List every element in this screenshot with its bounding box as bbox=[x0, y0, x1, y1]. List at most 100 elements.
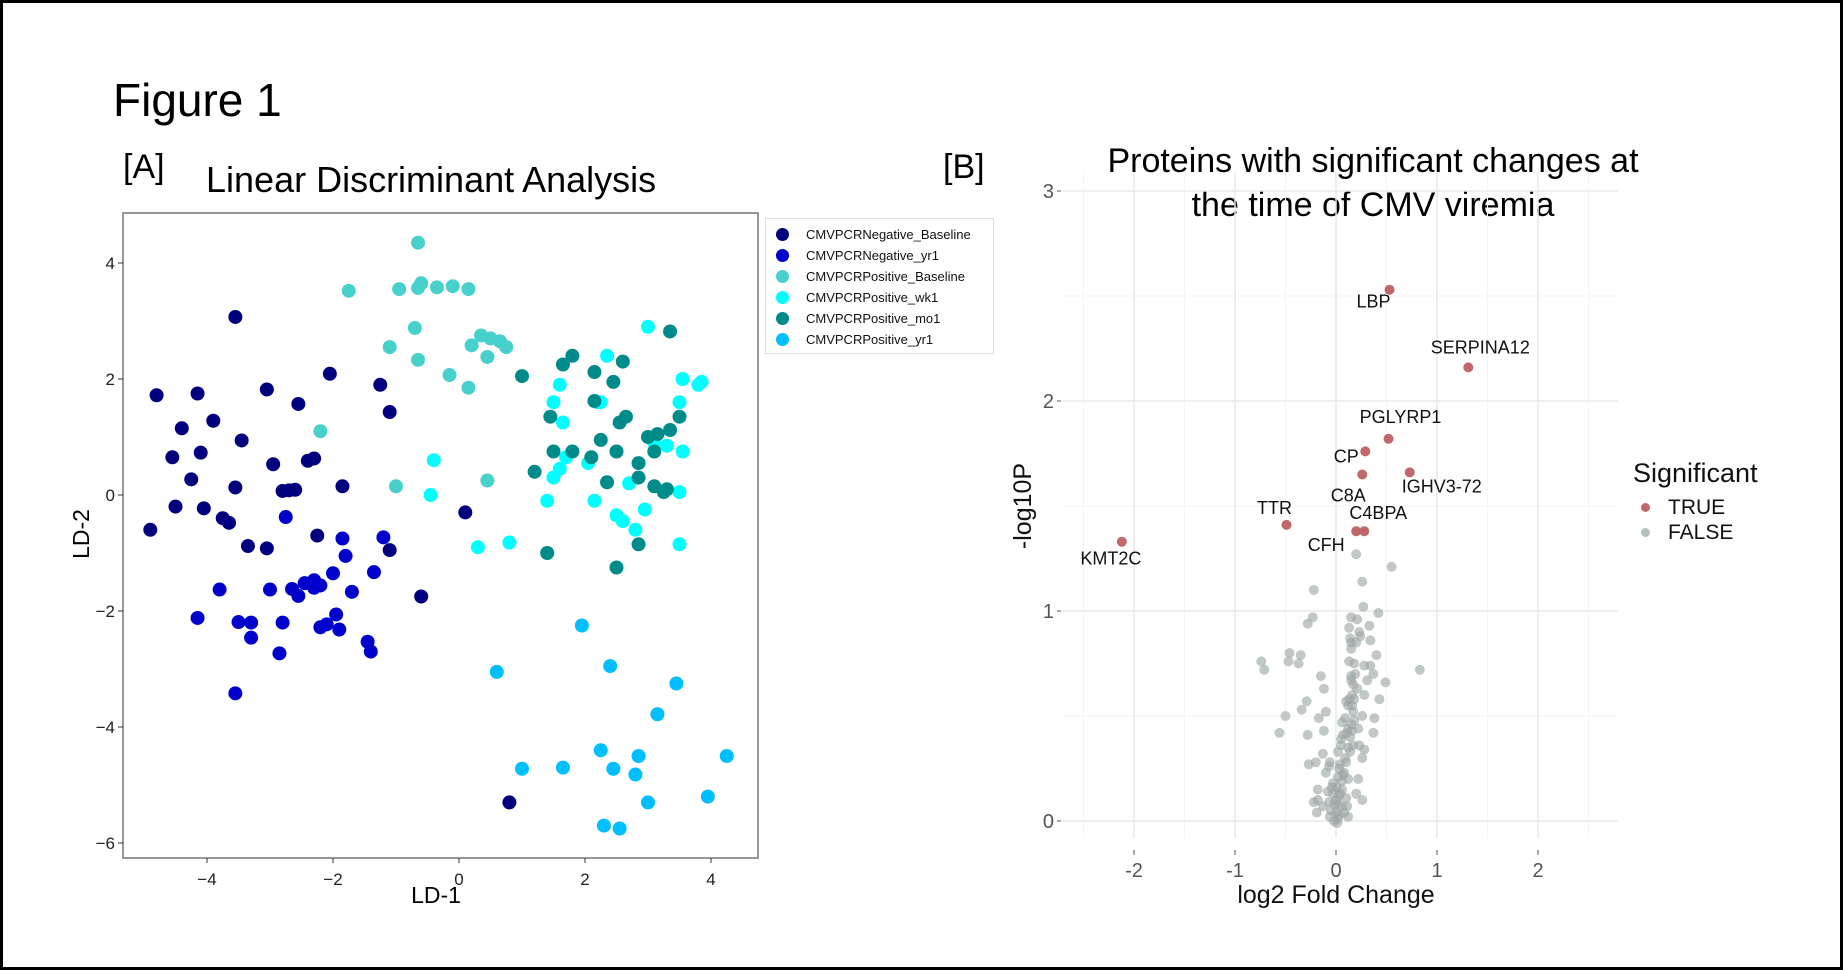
volcano-point-significant bbox=[1463, 362, 1474, 373]
volcano-point-nonsignificant bbox=[1326, 782, 1337, 793]
lda-point-CMVPCRPositive_wk1 bbox=[552, 377, 567, 392]
volcano-point-nonsignificant bbox=[1359, 690, 1370, 700]
lda-x-tick-label: −4 bbox=[197, 870, 216, 889]
lda-point-CMVPCRNegative_Baseline bbox=[373, 377, 388, 392]
lda-point-CMVPCRPositive_wk1 bbox=[546, 470, 561, 485]
lda-y-tick-label: 0 bbox=[106, 486, 115, 505]
panel-b-label: [B] bbox=[943, 148, 985, 186]
lda-point-CMVPCRNegative_yr1 bbox=[190, 610, 205, 625]
lda-point-CMVPCRNegative_Baseline bbox=[228, 480, 243, 495]
lda-point-CMVPCRPositive_Baseline bbox=[464, 338, 479, 353]
volcano-point-label: TTR bbox=[1257, 498, 1292, 518]
lda-point-CMVPCRPositive_wk1 bbox=[675, 372, 690, 386]
legend-swatch-icon bbox=[1641, 528, 1650, 537]
volcano-point-nonsignificant bbox=[1333, 746, 1344, 757]
lda-point-CMVPCRPositive_wk1 bbox=[672, 537, 687, 552]
volcano-y-tick-label: 0 bbox=[1043, 811, 1054, 833]
lda-point-CMVPCRPositive_Baseline bbox=[480, 349, 495, 364]
lda-point-CMVPCRPositive_mo1 bbox=[593, 432, 608, 447]
volcano-point-nonsignificant bbox=[1295, 650, 1306, 661]
lda-point-CMVPCRPositive_mo1 bbox=[543, 409, 558, 424]
lda-point-CMVPCRPositive_yr1 bbox=[669, 676, 684, 691]
lda-point-CMVPCRPositive_yr1 bbox=[593, 743, 608, 758]
volcano-point-significant bbox=[1384, 284, 1395, 295]
lda-point-CMVPCRPositive_Baseline bbox=[382, 340, 397, 355]
lda-chart-title: Linear Discriminant Analysis bbox=[206, 159, 657, 200]
lda-point-CMVPCRPositive_yr1 bbox=[612, 821, 627, 836]
volcano-point-nonsignificant bbox=[1351, 549, 1362, 560]
volcano-point-significant bbox=[1357, 469, 1368, 480]
lda-point-CMVPCRNegative_yr1 bbox=[291, 588, 306, 603]
lda-point-CMVPCRPositive_mo1 bbox=[565, 444, 580, 459]
lda-point-CMVPCRPositive_yr1 bbox=[631, 749, 646, 763]
legend-label: CMVPCRPositive_yr1 bbox=[806, 332, 934, 347]
volcano-point-nonsignificant bbox=[1374, 694, 1385, 705]
lda-point-CMVPCRNegative_yr1 bbox=[344, 584, 359, 599]
lda-point-CMVPCRPositive_yr1 bbox=[606, 761, 621, 776]
volcano-point-nonsignificant bbox=[1317, 748, 1328, 759]
lda-point-CMVPCRPositive_wk1 bbox=[423, 488, 438, 502]
lda-point-CMVPCRNegative_yr1 bbox=[244, 630, 259, 645]
lda-point-CMVPCRPositive_mo1 bbox=[631, 537, 646, 552]
lda-point-CMVPCRPositive_Baseline bbox=[480, 473, 495, 488]
lda-point-CMVPCRPositive_Baseline bbox=[461, 380, 476, 395]
volcano-point-nonsignificant bbox=[1334, 790, 1345, 801]
lda-point-CMVPCRPositive_Baseline bbox=[392, 282, 407, 297]
lda-point-CMVPCRNegative_yr1 bbox=[275, 615, 290, 630]
volcano-point-nonsignificant bbox=[1358, 601, 1369, 612]
volcano-point-significant bbox=[1360, 446, 1371, 457]
legend-label: CMVPCRNegative_yr1 bbox=[806, 248, 939, 263]
lda-point-CMVPCRPositive_mo1 bbox=[663, 324, 678, 339]
lda-point-CMVPCRPositive_Baseline bbox=[499, 340, 514, 355]
volcano-x-tick-label: 2 bbox=[1532, 860, 1543, 882]
volcano-point-nonsignificant bbox=[1368, 727, 1379, 738]
lda-point-CMVPCRPositive_wk1 bbox=[555, 415, 570, 430]
lda-point-CMVPCRPositive_Baseline bbox=[341, 283, 356, 298]
lda-point-CMVPCRPositive_mo1 bbox=[647, 444, 662, 459]
legend-label: CMVPCRPositive_wk1 bbox=[806, 290, 939, 305]
volcano-point-nonsignificant bbox=[1343, 811, 1354, 822]
lda-point-CMVPCRPositive_wk1 bbox=[502, 535, 517, 550]
volcano-point-label: IGHV3-72 bbox=[1402, 476, 1482, 496]
volcano-point-nonsignificant bbox=[1293, 658, 1304, 669]
volcano-point-nonsignificant bbox=[1302, 618, 1313, 629]
volcano-point-nonsignificant bbox=[1368, 669, 1379, 679]
lda-point-CMVPCRPositive_wk1 bbox=[628, 522, 643, 537]
legend-label: CMVPCRNegative_Baseline bbox=[806, 227, 971, 242]
lda-point-CMVPCRPositive_mo1 bbox=[609, 560, 624, 575]
lda-point-CMVPCRPositive_yr1 bbox=[555, 760, 570, 775]
lda-point-CMVPCRPositive_mo1 bbox=[659, 482, 674, 497]
volcano-point-nonsignificant bbox=[1343, 742, 1354, 753]
lda-point-CMVPCRPositive_Baseline bbox=[442, 367, 457, 382]
lda-point-CMVPCRPositive_Baseline bbox=[414, 276, 429, 291]
lda-point-CMVPCRNegative_Baseline bbox=[143, 522, 158, 537]
volcano-point-nonsignificant bbox=[1414, 664, 1425, 675]
lda-point-CMVPCRPositive_mo1 bbox=[546, 444, 561, 459]
volcano-point-nonsignificant bbox=[1312, 784, 1323, 795]
volcano-point-nonsignificant bbox=[1357, 753, 1368, 763]
figure-title: Figure 1 bbox=[113, 74, 282, 126]
volcano-point-label: C8A bbox=[1331, 486, 1366, 506]
legend-swatch-icon bbox=[776, 312, 789, 325]
volcano-point-nonsignificant bbox=[1353, 774, 1364, 784]
lda-point-CMVPCRNegative_Baseline bbox=[291, 396, 306, 411]
lda-point-CMVPCRNegative_yr1 bbox=[332, 622, 347, 637]
legend-swatch-icon bbox=[776, 333, 789, 346]
lda-point-CMVPCRNegative_Baseline bbox=[414, 589, 429, 604]
lda-point-CMVPCRNegative_yr1 bbox=[338, 548, 353, 563]
volcano-y-tick-label: 3 bbox=[1043, 181, 1054, 203]
volcano-point-nonsignificant bbox=[1369, 713, 1380, 724]
lda-point-CMVPCRNegative_yr1 bbox=[272, 646, 287, 661]
lda-point-CMVPCRNegative_Baseline bbox=[190, 386, 205, 401]
volcano-point-nonsignificant bbox=[1296, 704, 1307, 715]
lda-scatter-chart: −4 −2 0 2 4 4 2 0 −2 −4 −6 LD-1 LD-2 bbox=[68, 212, 759, 908]
lda-point-CMVPCRNegative_Baseline bbox=[240, 539, 255, 554]
legend-item: CMVPCRNegative_yr1 bbox=[776, 245, 939, 266]
lda-x-tick-label: 2 bbox=[580, 870, 589, 889]
volcano-legend: Significant TRUE FALSE bbox=[1633, 458, 1758, 545]
lda-point-CMVPCRNegative_yr1 bbox=[335, 531, 350, 546]
volcano-point-significant bbox=[1359, 526, 1370, 537]
lda-point-CMVPCRPositive_mo1 bbox=[555, 357, 570, 372]
lda-y-tick-label: 4 bbox=[106, 254, 115, 273]
